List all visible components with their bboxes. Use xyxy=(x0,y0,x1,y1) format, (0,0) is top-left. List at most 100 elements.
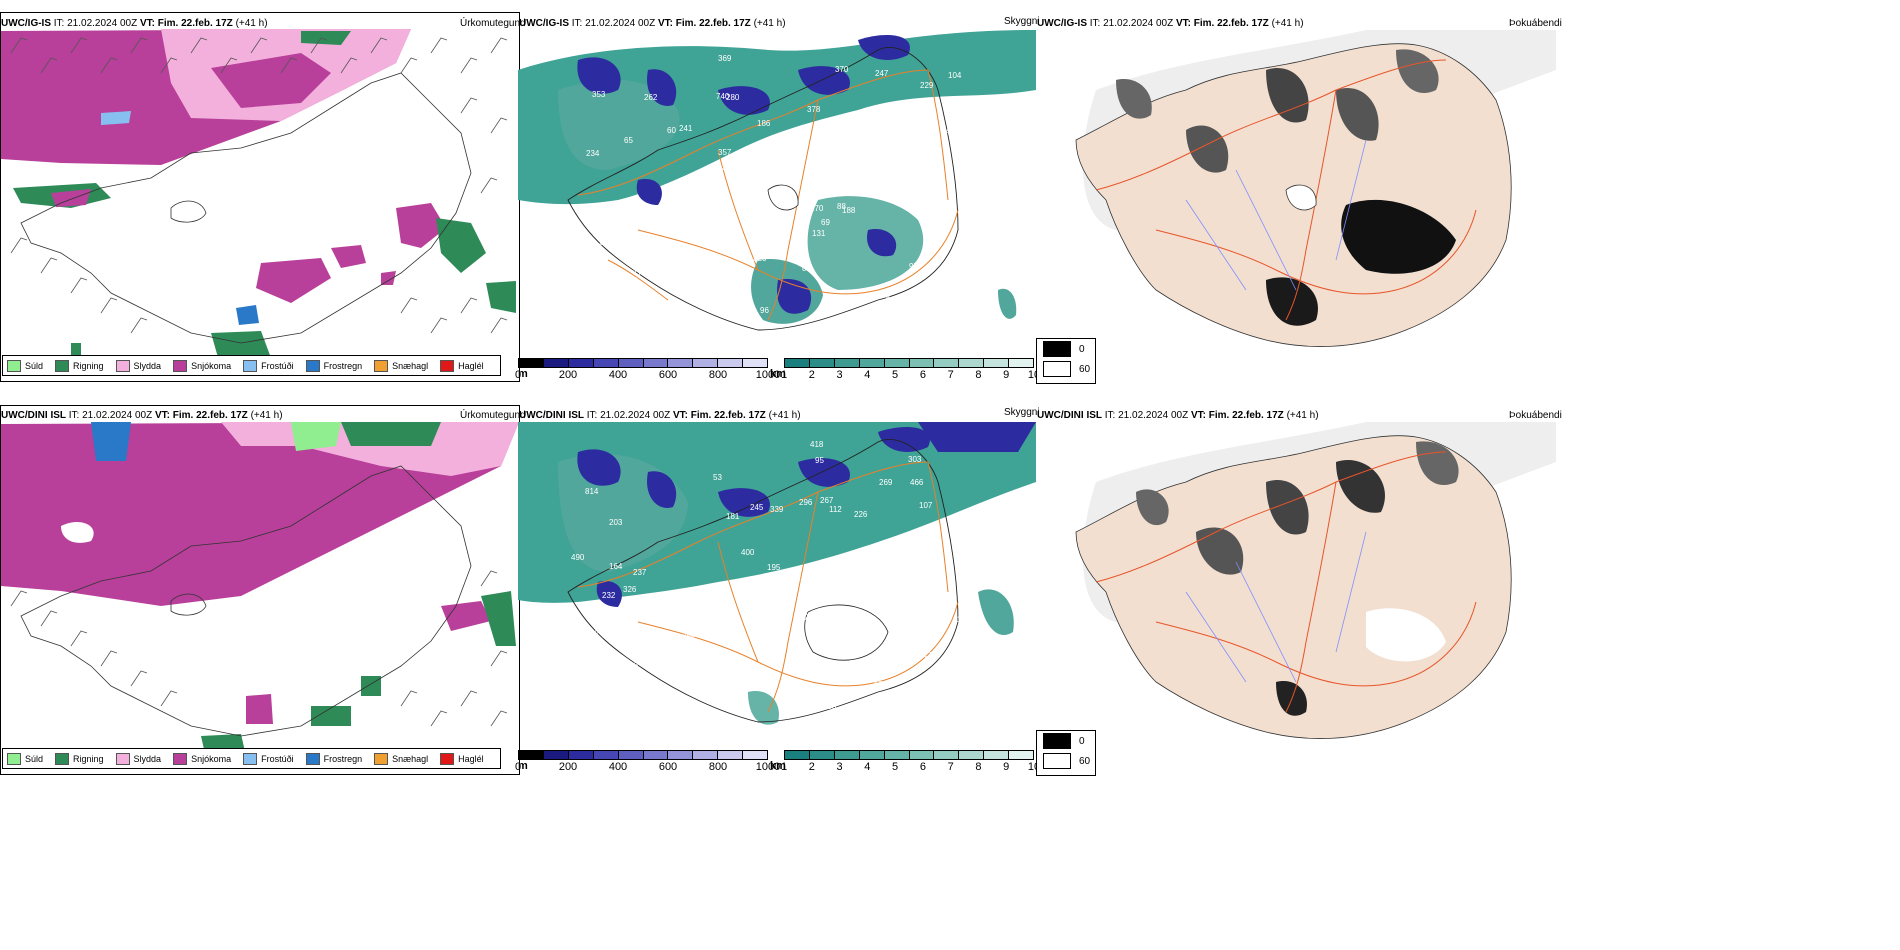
point-value-label: 186 xyxy=(757,119,771,128)
road-network xyxy=(1095,451,1477,713)
fog-legend-swatch xyxy=(1043,733,1071,749)
point-value-label: 188 xyxy=(957,615,971,624)
point-value-label: 255 xyxy=(920,117,934,126)
point-value-label: 41 xyxy=(605,310,614,319)
legend-label: Slydda xyxy=(133,360,162,371)
colorbar-segment xyxy=(643,751,669,759)
m-colorbar-ticks: 0 200 400 600 800 1000 xyxy=(514,760,780,774)
colorbar-tick-label: 200 xyxy=(558,369,578,381)
vt-label: VT: xyxy=(154,410,170,421)
legend-swatch xyxy=(243,752,258,765)
colorbar-segment xyxy=(809,751,835,759)
fog-panel-row2 xyxy=(1036,422,1556,772)
colorbar-segment xyxy=(543,751,569,759)
point-value-label: 86 xyxy=(802,264,811,273)
legend-swatch xyxy=(305,752,320,765)
fog-legend-swatch xyxy=(1043,361,1071,377)
point-value-label: 357 xyxy=(718,148,732,157)
lake-outline xyxy=(804,604,889,661)
point-value-label: 88 xyxy=(837,202,846,211)
snow-patches xyxy=(577,35,910,314)
colorbar-segment xyxy=(593,359,619,367)
it-label: IT: xyxy=(571,18,583,29)
it-value: 21.02.2024 00Z xyxy=(82,410,153,421)
precip-map-row1 xyxy=(1,29,516,368)
legend-item: Snjókoma xyxy=(173,359,231,372)
visibility-km-colorbar-row2: 1 2 3 4 5 6 7 8 9 10 xyxy=(780,750,1040,780)
colorbar-segment xyxy=(809,359,835,367)
point-value-label: 237 xyxy=(633,568,647,577)
it-label: IT: xyxy=(1104,410,1116,421)
point-value-label: 355 xyxy=(772,149,786,158)
legend-item: Frostregn xyxy=(305,752,362,765)
colorbar-tick-label: 9 xyxy=(1003,369,1010,381)
legend-label: Frostúði xyxy=(261,753,294,764)
point-value-label: 242 xyxy=(800,578,814,587)
colorbar-segment xyxy=(909,359,935,367)
colorbar-segment xyxy=(519,359,544,367)
model-name: UWC/IG-IS xyxy=(1,18,51,29)
colorbar-tick-label: 7 xyxy=(947,369,954,381)
fog-map-row2 xyxy=(1075,422,1556,739)
colorbar-segment xyxy=(884,359,910,367)
point-value-label: 65 xyxy=(624,136,633,145)
colorbar-tick-label: 1000 xyxy=(755,761,781,773)
legend-item: Frostúði xyxy=(243,752,294,765)
point-value-label: 660 xyxy=(602,673,616,682)
fog-patches xyxy=(1116,49,1456,326)
vt-label: VT: xyxy=(1175,18,1191,29)
colorbar-segment xyxy=(668,751,694,759)
point-value-label: 170 xyxy=(922,574,936,583)
river-network xyxy=(1185,531,1367,683)
colorbar-segment xyxy=(718,751,744,759)
colorbar-segment xyxy=(909,751,935,759)
legend-item: Súld xyxy=(7,752,43,765)
point-value-label: 226 xyxy=(854,510,868,519)
vt-value: Fim. 22.feb. 17Z xyxy=(157,18,233,29)
iceland-outline xyxy=(567,438,959,723)
fog-map-row1 xyxy=(1075,30,1556,347)
colorbar-tick-label: 1 xyxy=(780,761,788,773)
point-value-label: 97 xyxy=(909,262,918,271)
colorbar-segment xyxy=(693,751,719,759)
point-value-label: 262 xyxy=(644,93,658,102)
lead-time: (+41 h) xyxy=(753,18,786,29)
colorbar-segment xyxy=(519,751,544,759)
precip-areas xyxy=(1,29,516,368)
point-value-label: 239 xyxy=(896,700,910,709)
point-value-label: 303 xyxy=(908,455,922,464)
km-unit: km xyxy=(770,368,786,380)
point-value-label: 267 xyxy=(820,496,834,505)
point-value-label: 326 xyxy=(623,585,637,594)
colorbar-tick-label: 6 xyxy=(919,369,926,381)
it-value: 21.02.2024 00Z xyxy=(585,18,656,29)
lead-time: (+41 h) xyxy=(250,410,283,421)
point-value-label: 95 xyxy=(815,456,824,465)
colorbar-segment xyxy=(959,751,985,759)
point-value-label: 128 xyxy=(646,236,660,245)
legend-swatch xyxy=(115,359,130,372)
colorbar-segment xyxy=(834,359,860,367)
legend-item: Haglél xyxy=(440,752,484,765)
point-value-label: 533 xyxy=(823,702,837,711)
model-name: UWC/DINI ISL xyxy=(1037,410,1102,421)
legend-swatch xyxy=(173,752,188,765)
km-colorbar-ticks: 1 2 3 4 5 6 7 8 9 10 xyxy=(781,368,1040,382)
colorbar-segment xyxy=(859,751,885,759)
colorbar-tick-label: 0 xyxy=(514,761,522,773)
colorbar-segment xyxy=(859,359,885,367)
point-value-label: 213 xyxy=(625,661,639,670)
colorbar-segment xyxy=(618,359,644,367)
km-colorbar-ticks: 1 2 3 4 5 6 7 8 9 10 xyxy=(780,760,1040,774)
m-unit: m xyxy=(518,368,528,380)
precip-map-row2 xyxy=(1,422,519,758)
legend-swatch xyxy=(440,752,455,765)
colorbar-segment xyxy=(884,751,910,759)
legend-label: Haglél xyxy=(458,360,484,371)
point-value-label: 203 xyxy=(609,518,623,527)
point-value-label: 171 xyxy=(633,268,647,277)
it-value: 21.02.2024 00Z xyxy=(67,18,138,29)
legend-label: Rigning xyxy=(73,360,104,371)
point-value-label: 53 xyxy=(713,473,722,482)
colorbar-tick-label: 3 xyxy=(836,761,843,773)
